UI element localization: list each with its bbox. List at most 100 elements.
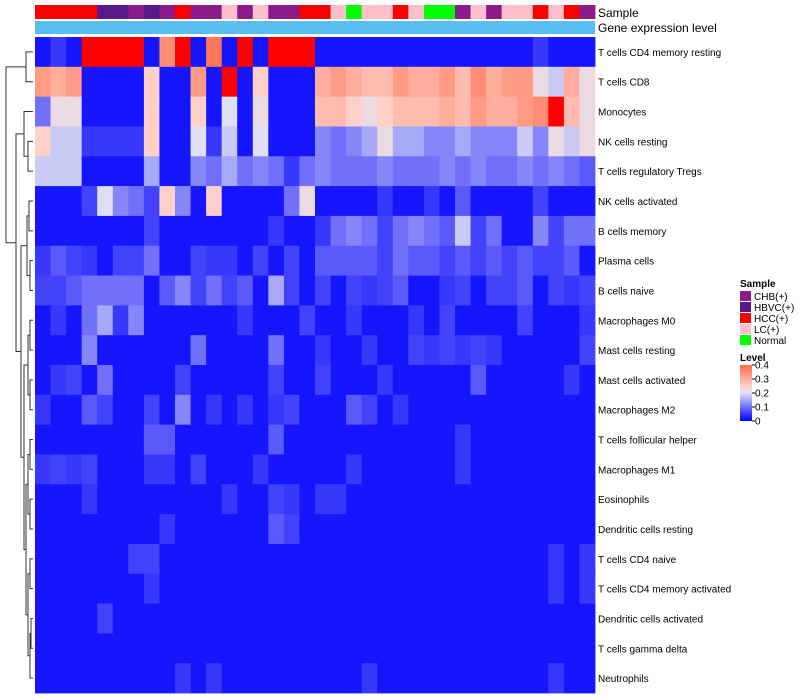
heatmap-cell [563,96,580,127]
heatmap-cell [81,186,98,217]
sample-annotation-cell [97,5,114,19]
heatmap-cell [175,484,191,515]
heatmap-cell [283,514,300,545]
heatmap-cell [190,394,207,426]
legend-entry-label: CHB(+) [754,292,788,303]
heatmap-cell [97,245,114,276]
heatmap-cell [315,514,331,545]
heatmap-cell [252,424,269,455]
heatmap-cell [268,543,285,575]
heatmap-cell [159,484,176,515]
heatmap-cell [206,365,223,396]
heatmap-cell [128,66,145,98]
heatmap-cell [361,96,378,127]
heatmap-cell [579,365,596,396]
heatmap-cell [408,514,425,545]
heatmap-cell [486,603,503,634]
heatmap-cell [470,424,487,455]
heatmap-cell [439,603,456,634]
heatmap-cell [392,633,409,664]
heatmap-cell [532,305,549,336]
heatmap-cell [299,335,316,366]
heatmap-cell [392,66,409,98]
heatmap-cell [252,663,269,694]
heatmap-cell [548,484,565,515]
heatmap-cell [206,305,223,336]
heatmap-cell [408,484,425,515]
dendrogram-branch [29,558,33,590]
heatmap-cell [221,37,238,68]
heatmap-cell [486,365,503,396]
heatmap-cell [143,543,160,575]
heatmap-cell [455,424,471,455]
heatmap-cell [81,394,98,426]
heatmap-cell [361,484,378,515]
heatmap-cell [470,394,487,426]
heatmap-cell [361,275,378,306]
heatmap-cell [408,186,425,217]
heatmap-cell [548,365,565,396]
heatmap-cell [346,394,363,426]
heatmap-cell [159,543,176,575]
heatmap-cell [392,335,409,366]
heatmap-cell [206,633,223,664]
heatmap-cell [486,484,503,515]
heatmap-cell [501,603,518,634]
heatmap-cell [455,37,471,68]
heatmap-cell [128,573,145,604]
heatmap-cell [35,365,51,396]
heatmap-cell [299,365,316,396]
heatmap-cell [299,663,316,694]
heatmap-cell [423,424,440,455]
heatmap-cell [439,543,456,575]
heatmap-cell [50,514,67,545]
heatmap-cell [392,275,409,306]
heatmap-cell [143,365,160,396]
heatmap-cell [143,663,160,694]
heatmap-cell [361,633,378,664]
heatmap-cell [315,365,331,396]
heatmap-cell [50,454,67,485]
row-dendrogram [5,51,33,679]
heatmap-cell [299,126,316,157]
heatmap-cell [81,66,98,98]
legend-level-tick-label: 0.3 [755,375,769,386]
sample-annotation-cell [563,5,580,19]
heatmap-cell [175,633,191,664]
sample-annotation-cell [299,5,316,19]
heatmap-cell [237,215,254,247]
heatmap-cell [221,365,238,396]
heatmap-cell [50,663,67,694]
heatmap-cell [408,663,425,694]
heatmap-cell [486,37,503,68]
heatmap-cell [252,66,269,98]
heatmap-cell [563,66,580,98]
heatmap-cell [299,484,316,515]
heatmap-cell [346,156,363,187]
heatmap-cell [532,603,549,634]
heatmap-cell [548,305,565,336]
heatmap-cell [532,275,549,306]
heatmap-cell [346,335,363,366]
heatmap-cell [392,96,409,127]
heatmap-cell [35,186,51,217]
heatmap-cell [455,156,471,187]
heatmap-cell [361,394,378,426]
heatmap-cell [579,37,596,68]
heatmap-cell [346,603,363,634]
sample-annotation-cell [470,5,487,19]
row-label: T cells CD4 naive [598,555,677,566]
heatmap-cell [128,633,145,664]
heatmap-cell [175,96,191,127]
heatmap-cell [408,603,425,634]
heatmap-cell [346,633,363,664]
heatmap-cell [392,454,409,485]
heatmap-cell [35,394,51,426]
heatmap-cell [486,633,503,664]
heatmap-cell [548,633,565,664]
heatmap-cell [455,365,471,396]
legend-swatch [740,302,751,312]
heatmap-cell [112,66,129,98]
heatmap-cell [455,603,471,634]
heatmap-cell [206,484,223,515]
